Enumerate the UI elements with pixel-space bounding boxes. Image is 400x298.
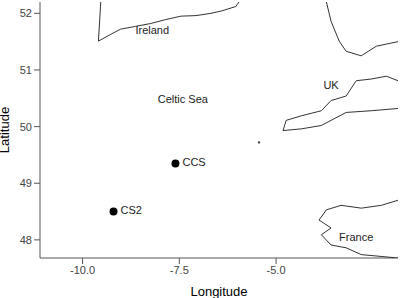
svg-text:52: 52 — [20, 7, 32, 19]
svg-text:-10.0: -10.0 — [70, 264, 95, 276]
svg-text:CCS: CCS — [182, 156, 205, 168]
svg-text:Celtic Sea: Celtic Sea — [158, 93, 209, 105]
svg-text:UK: UK — [323, 79, 339, 91]
svg-text:Ireland: Ireland — [135, 24, 169, 36]
svg-text:51: 51 — [20, 64, 32, 76]
svg-text:49: 49 — [20, 177, 32, 189]
svg-text:Longitude: Longitude — [190, 284, 247, 298]
svg-text:48: 48 — [20, 234, 32, 246]
svg-text:Latitude: Latitude — [8, 107, 12, 153]
svg-text:-5.0: -5.0 — [267, 264, 286, 276]
svg-text:France: France — [339, 231, 373, 243]
svg-text:50: 50 — [20, 121, 32, 133]
svg-text:-7.5: -7.5 — [170, 264, 189, 276]
svg-text:CS2: CS2 — [121, 204, 142, 216]
